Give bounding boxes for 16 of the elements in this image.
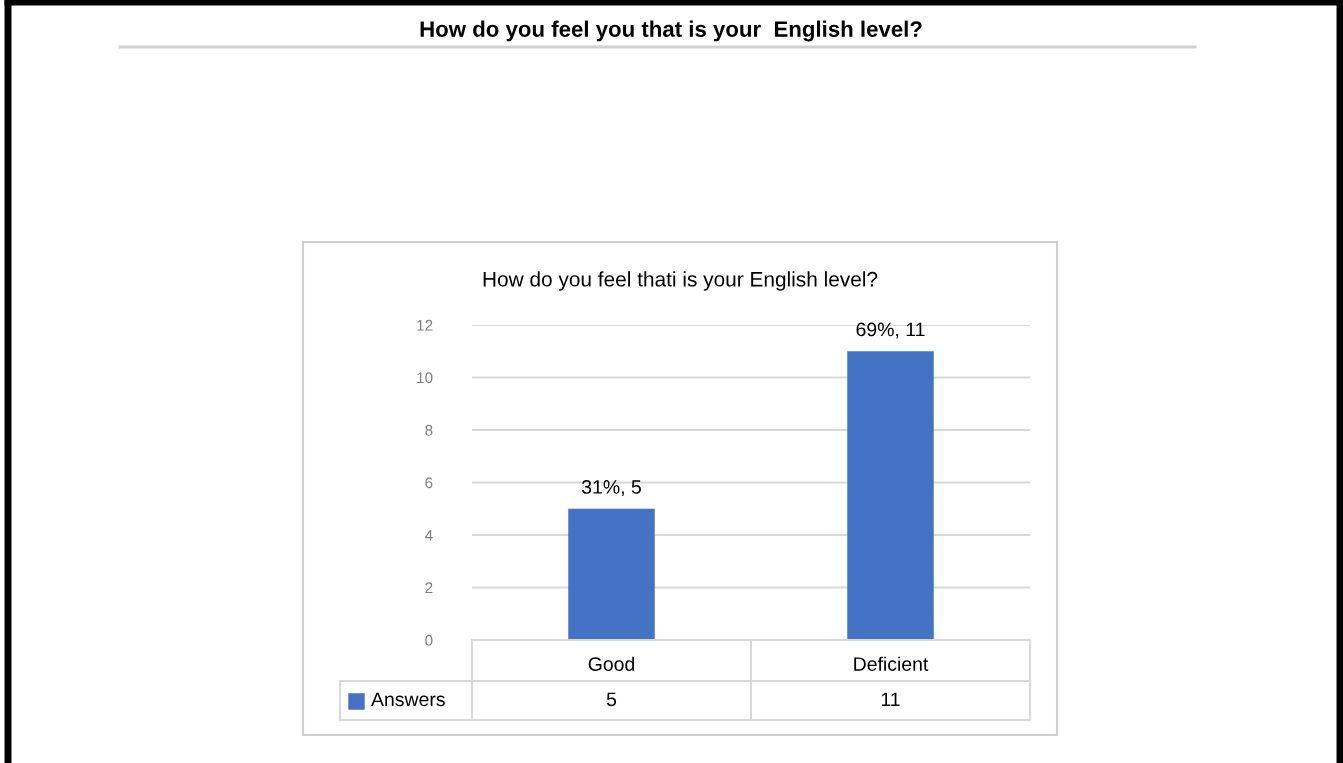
annotation: 31%, 5 [581, 480, 641, 497]
annotation: 69%, 11 [856, 322, 925, 339]
x-tick-label: Good [588, 656, 635, 671]
y-tick-label: 8 [425, 424, 433, 436]
y-tick-label: 4 [424, 530, 433, 541]
data-label: 5 [606, 692, 617, 707]
chart-subtitle: How do you feel thati is your English level? [483, 271, 878, 291]
x-tick-label: Deficient [854, 656, 929, 671]
y-tick-label: 12 [417, 319, 433, 331]
y-tick-label: 6 [425, 477, 433, 489]
y-tick-label: 2 [425, 582, 433, 594]
y-tick-label: 0 [425, 634, 433, 646]
data-label: 11 [881, 692, 900, 707]
legend-label: Answers [371, 692, 445, 707]
chart-title: How do you feel you that is your English level? [420, 20, 922, 42]
y-tick-label: 10 [417, 372, 433, 384]
